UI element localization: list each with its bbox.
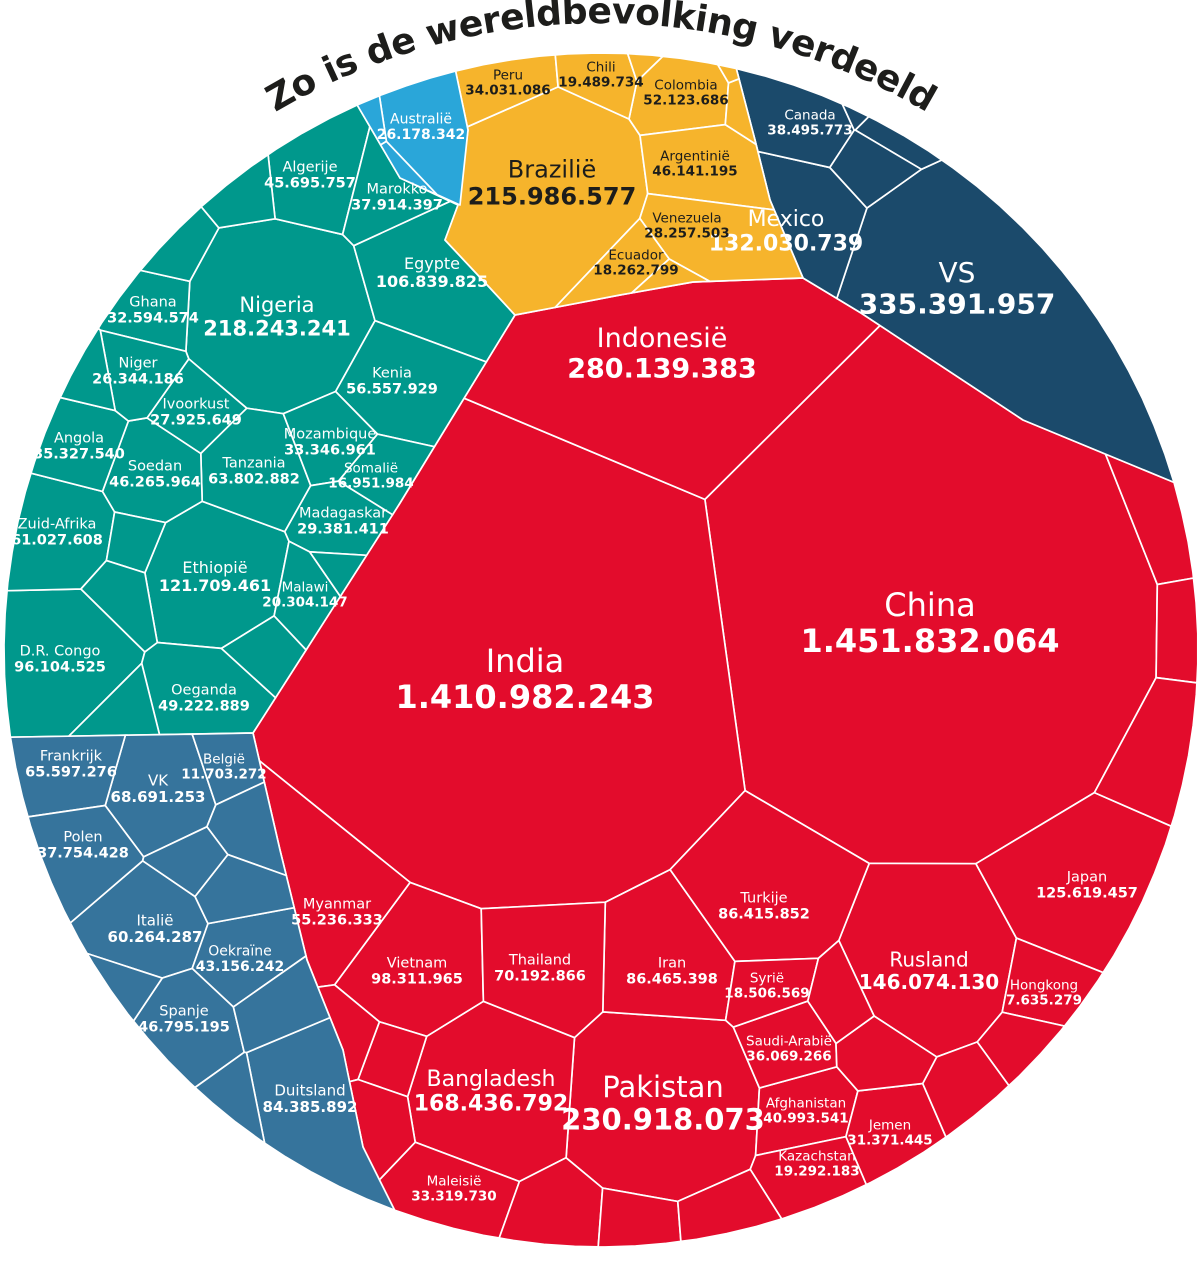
country-cells xyxy=(3,52,1199,1248)
label-tanzania: Tanzania 63.802.882 xyxy=(208,455,300,487)
label-australi-: Australië 26.178.342 xyxy=(377,111,466,143)
label-ghana: Ghana 32.594.574 xyxy=(107,294,199,326)
label-thailand: Thailand 70.192.866 xyxy=(494,952,586,984)
label-zuid-afrika: Zuid-Afrika 61.027.608 xyxy=(11,516,103,548)
cell-filler-asia-20 xyxy=(1155,577,1199,684)
label-angola: Angola 35.327.540 xyxy=(33,430,125,462)
cell-filler-africa-25 xyxy=(308,551,368,598)
cell-filler-africa-20 xyxy=(200,153,276,229)
cell-vs xyxy=(835,159,1175,484)
cell-filler-europe-13 xyxy=(194,1051,266,1144)
cell-filler-asia-19 xyxy=(1104,453,1195,586)
label-itali-: Italië 60.264.287 xyxy=(108,911,203,946)
label-frankrijk: Frankrijk 65.597.276 xyxy=(25,748,117,780)
label-kazachstan: Kazachstan 19.292.183 xyxy=(774,1149,859,1180)
label-peru: Peru 34.031.086 xyxy=(465,68,550,99)
label-egypte: Egypte 106.839.825 xyxy=(376,254,488,291)
label-oekra-ne: Oekraïne 43.156.242 xyxy=(196,943,285,975)
label-pakistan: Pakistan 230.918.073 xyxy=(561,1070,765,1136)
label-oeganda: Oeganda 49.222.889 xyxy=(158,682,250,714)
label-syri-: Syrië 18.506.569 xyxy=(724,971,809,1002)
cell-filler-asia-21 xyxy=(1093,676,1198,828)
label-colombia: Colombia 52.123.686 xyxy=(643,78,728,109)
label-madagaskar: Madagaskar 29.381.411 xyxy=(297,505,389,537)
label-mexico: Mexico 132.030.739 xyxy=(709,207,863,257)
label-ecuador: Ecuador 18.262.799 xyxy=(593,248,678,279)
cell-filler-asia-27 xyxy=(597,1187,682,1248)
label-saudi-arabi-: Saudi-Arabië 36.069.266 xyxy=(746,1034,832,1065)
cell-filler-europe-10 xyxy=(141,825,229,898)
label-hongkong: Hongkong 7.635.279 xyxy=(1006,978,1082,1009)
label-vk: VK 68.691.253 xyxy=(111,771,206,806)
label-chili: Chili 19.489.734 xyxy=(558,60,643,91)
label-india: India 1.410.982.243 xyxy=(395,642,654,716)
cell-filler-europe-12 xyxy=(86,952,164,1022)
cell-filler-asia-22 xyxy=(976,1011,1066,1087)
label-bangladesh: Bangladesh 168.436.792 xyxy=(414,1067,568,1117)
label-iran: Iran 86.465.398 xyxy=(626,955,718,987)
cell-syri- xyxy=(724,957,820,1028)
cell-filler-africa-21 xyxy=(59,327,117,412)
label-somali-: Somalië 16.951.984 xyxy=(328,461,413,492)
label-marokko: Marokko 37.914.397 xyxy=(351,181,443,213)
cell-filler-north_america-5 xyxy=(828,129,923,209)
cell-filler-asia-25 xyxy=(806,939,875,1045)
cell-filler-south_america-9 xyxy=(626,52,664,83)
label-afghanistan: Afghanistan 40.993.541 xyxy=(763,1096,848,1127)
label-canada: Canada 38.495.773 xyxy=(767,108,852,139)
label-soedan: Soedan 46.265.964 xyxy=(109,458,201,490)
label-turkije: Turkije 86.415.852 xyxy=(718,890,810,922)
label-japan: Japan 125.619.457 xyxy=(1036,869,1138,901)
label-vs: VS 335.391.957 xyxy=(859,256,1056,320)
cell-kazachstan xyxy=(749,1135,868,1220)
label-ivoorkust: Ivoorkust 27.925.649 xyxy=(150,396,242,428)
label-argentini-: Argentinië 46.141.195 xyxy=(652,149,737,180)
label-niger: Niger 26.344.186 xyxy=(92,355,184,387)
label-malawi: Malawi 20.304.147 xyxy=(262,580,347,611)
label-venezuela: Venezuela 28.257.503 xyxy=(644,211,729,242)
label-kenia: Kenia 56.557.929 xyxy=(346,365,438,397)
label-polen: Polen 37.754.428 xyxy=(37,829,129,861)
label-d-r-congo: D.R. Congo 96.104.525 xyxy=(14,643,106,675)
label-algerije: Algerije 45.695.757 xyxy=(264,159,356,191)
label-china: China 1.451.832.064 xyxy=(800,586,1059,660)
label-spanje: Spanje 46.795.195 xyxy=(138,1003,230,1035)
cell-peru xyxy=(454,54,559,128)
label-brazili-: Brazilië 215.986.577 xyxy=(468,156,637,211)
label-nigeria: Nigeria 218.243.241 xyxy=(203,293,350,341)
cell-somali- xyxy=(337,433,436,516)
cell-thailand xyxy=(480,901,607,1039)
label-mozambique: Mozambique 33.346.961 xyxy=(284,426,377,458)
label-indonesi-: Indonesië 280.139.383 xyxy=(567,323,757,384)
label-vietnam: Vietnam 98.311.965 xyxy=(371,955,463,987)
cell-filler-africa-24 xyxy=(220,615,307,699)
label-duitsland: Duitsland 84.385.892 xyxy=(263,1081,358,1116)
country-labels: China 1.451.832.064 India 1.410.982.243 Indo… xyxy=(11,60,1138,1205)
label-maleisi-: Maleisië 33.319.730 xyxy=(411,1174,496,1205)
label-jemen: Jemen 31.371.445 xyxy=(847,1118,932,1149)
cell-filler-asia-28 xyxy=(676,1168,783,1243)
label-belgi-: België 11.703.272 xyxy=(181,752,266,783)
cell-filler-europe-9 xyxy=(194,853,296,925)
cell-filler-south_america-8 xyxy=(716,63,740,84)
label-ethiopi-: Ethiopië 121.709.461 xyxy=(159,558,271,595)
cell-filler-south_america-10 xyxy=(630,258,711,294)
cell-japan xyxy=(975,791,1173,974)
cell-filler-africa-23 xyxy=(80,559,159,653)
cell-filler-oceania-2 xyxy=(379,140,438,196)
label-rusland: Rusland 146.074.130 xyxy=(859,947,999,993)
label-myanmar: Myanmar 55.236.333 xyxy=(291,896,383,928)
